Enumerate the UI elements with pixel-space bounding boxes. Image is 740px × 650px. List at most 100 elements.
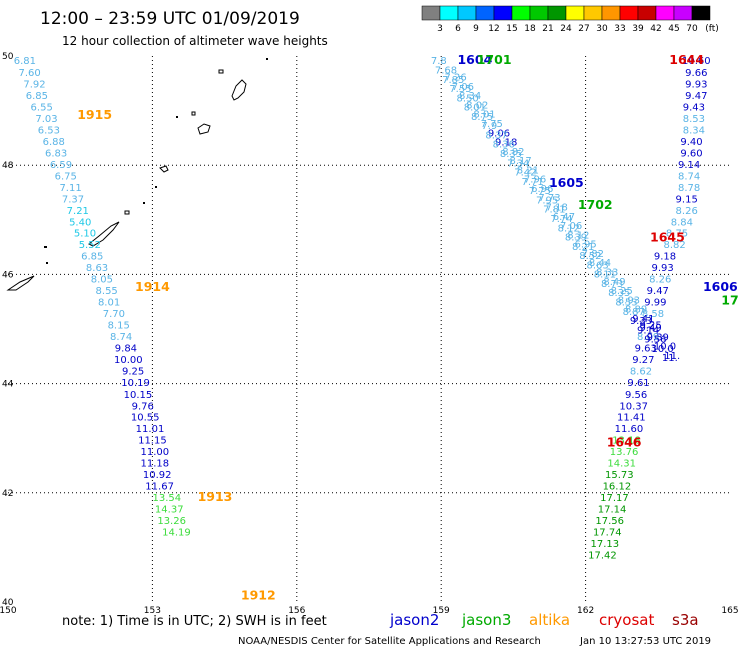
pass-time-label: 1645 bbox=[650, 230, 685, 245]
wave-height-value: 8.37 bbox=[485, 130, 507, 141]
colorbar-swatch bbox=[457, 5, 477, 21]
wave-height-value: 6.83 bbox=[45, 148, 67, 159]
wave-height-value: 8.89 bbox=[625, 305, 647, 316]
wave-height-value: 9.14 bbox=[637, 325, 659, 336]
wave-height-value: 11.41 bbox=[617, 413, 646, 424]
wave-height-value: 13.18 bbox=[612, 436, 641, 447]
x-tick-label: 150 bbox=[0, 606, 17, 616]
wave-height-value: 11. bbox=[664, 351, 680, 362]
wave-height-value: 8.01 bbox=[98, 298, 120, 309]
wave-height-value: 9.63 bbox=[635, 343, 657, 354]
wave-height-value: 8.55 bbox=[96, 286, 118, 297]
colorbar-label: 24 bbox=[560, 24, 572, 34]
wave-height-value: 8.75 bbox=[471, 112, 493, 123]
wave-height-value: 14.31 bbox=[607, 459, 636, 470]
wave-height-value: 7.73 bbox=[538, 193, 560, 204]
wave-height-value: 9.25 bbox=[639, 320, 661, 331]
wave-height-value: 8.21 bbox=[572, 242, 594, 253]
wave-height-value: 8.21 bbox=[517, 165, 539, 176]
colorbar-swatch bbox=[601, 5, 621, 21]
wave-height-value: 7.06 bbox=[452, 82, 474, 93]
wave-height-value: 9.84 bbox=[115, 343, 137, 354]
wave-height-value: 16.12 bbox=[603, 482, 632, 493]
islet-8 bbox=[46, 262, 48, 264]
wave-height-value: 8.44 bbox=[589, 258, 611, 269]
wave-height-value: 9.14 bbox=[678, 160, 700, 171]
colorbar-label: 33 bbox=[614, 24, 625, 34]
wave-height-value: 8.75 bbox=[666, 229, 688, 240]
plot-area: 6.817.607.926.856.557.036.536.886.836.59… bbox=[0, 52, 739, 616]
wave-height-value: 8.53 bbox=[683, 114, 705, 125]
grid-lines bbox=[8, 56, 730, 602]
y-tick-label: 46 bbox=[2, 270, 14, 280]
wave-height-value: 8.12 bbox=[567, 230, 589, 241]
wave-height-value: 9.15 bbox=[676, 194, 698, 205]
wave-height-value: 10.55 bbox=[131, 413, 160, 424]
wave-height-value: 8.09 bbox=[637, 332, 659, 343]
chart-subtitle: 12 hour collection of altimeter wave hei… bbox=[62, 34, 328, 48]
wave-height-value: 7.60 bbox=[19, 68, 41, 79]
wave-height-value: 9.40 bbox=[680, 137, 702, 148]
colorbar-label: 6 bbox=[455, 24, 461, 34]
wave-height-value: 6.47 bbox=[553, 212, 575, 223]
colorbar-swatch bbox=[565, 5, 585, 21]
wave-height-value: 7.26 bbox=[445, 73, 467, 84]
wave-height-value: 9.93 bbox=[651, 263, 673, 274]
islet-7 bbox=[44, 246, 47, 248]
wave-height-value: 8.52 bbox=[579, 251, 601, 262]
wave-height-value: 7.06 bbox=[560, 221, 582, 232]
pass-time-label: 17 bbox=[721, 292, 738, 307]
wave-height-value: 8.11 bbox=[594, 270, 616, 281]
wave-height-value: 6.96 bbox=[531, 184, 553, 195]
wave-height-value: 9.99 bbox=[644, 298, 666, 309]
wave-height-value: 17.17 bbox=[600, 493, 629, 504]
footer-credit: NOAA/NESDIS Center for Satellite Applica… bbox=[238, 636, 541, 647]
pass-time-label: 1606 bbox=[703, 279, 738, 294]
wave-height-value: 8.34 bbox=[683, 126, 705, 137]
wave-height-value: 11.01 bbox=[136, 424, 165, 435]
legend-jason2: jason2 bbox=[389, 611, 439, 629]
colorbar-swatch bbox=[583, 5, 603, 21]
wave-height-value: 8.93 bbox=[618, 295, 640, 306]
y-tick-label: 50 bbox=[2, 52, 14, 62]
wave-height-value: 6.55 bbox=[31, 103, 53, 114]
wave-height-value: 7.81 bbox=[543, 205, 565, 216]
colorbar-swatch bbox=[691, 5, 711, 21]
y-tick-label: 48 bbox=[2, 161, 14, 171]
wave-height-value: 9.18 bbox=[495, 138, 517, 149]
wave-height-value: 15.73 bbox=[605, 470, 634, 481]
wave-height-value: 8.01 bbox=[473, 110, 495, 121]
wave-height-value: 13.76 bbox=[610, 447, 639, 458]
wave-height-value: 17.56 bbox=[595, 516, 624, 527]
wave-height-value: 8.58 bbox=[642, 309, 664, 320]
colorbar-label: 70 bbox=[686, 24, 698, 34]
wave-height-value: 8.35 bbox=[608, 288, 630, 299]
wave-height-value: 14.19 bbox=[162, 527, 191, 538]
wave-height-value: 8.74 bbox=[678, 171, 700, 182]
colorbar-label: 27 bbox=[578, 24, 589, 34]
colorbar-swatch bbox=[439, 5, 459, 21]
colorbar-swatch bbox=[655, 5, 675, 21]
colorbar-label: 30 bbox=[596, 24, 608, 34]
wave-height-value: 9.76 bbox=[132, 401, 154, 412]
wave-height-value: 7.74 bbox=[550, 214, 572, 225]
pass-time-label: 1644 bbox=[669, 52, 704, 67]
wave-height-value: 9.61 bbox=[627, 378, 649, 389]
wave-height-value: 6.59 bbox=[50, 160, 72, 171]
islet-9 bbox=[176, 116, 178, 118]
colorbar-swatch bbox=[673, 5, 693, 21]
wave-height-value: 10.92 bbox=[143, 470, 172, 481]
y-tick-label: 42 bbox=[2, 489, 13, 499]
wave-height-value: 8.78 bbox=[678, 183, 700, 194]
wave-height-value: 9.18 bbox=[654, 252, 676, 263]
islet-6 bbox=[124, 210, 130, 215]
wave-height-value: 8.84 bbox=[671, 217, 693, 228]
wave-height-value: 5.52 bbox=[79, 240, 101, 251]
wave-height-value: 6.85 bbox=[26, 91, 48, 102]
pass-time-label: 1915 bbox=[77, 107, 112, 122]
wave-height-value: 11. bbox=[662, 353, 678, 364]
wave-height-value: 7.96 bbox=[524, 175, 546, 186]
colorbar-label: 42 bbox=[650, 24, 661, 34]
islet-5 bbox=[143, 202, 145, 204]
